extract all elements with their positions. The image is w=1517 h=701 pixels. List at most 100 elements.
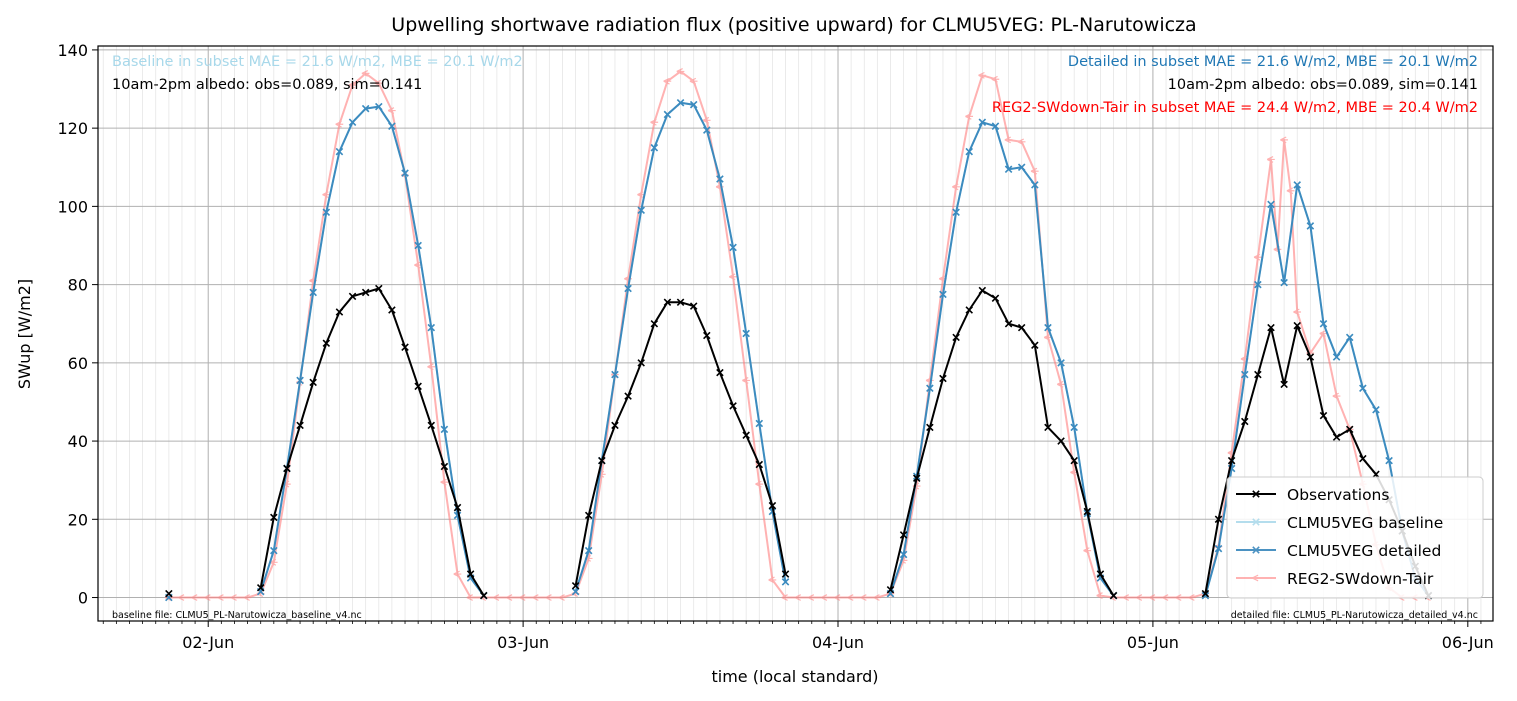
data-point — [663, 298, 672, 306]
data-point — [440, 478, 449, 486]
data-point — [1043, 334, 1052, 341]
data-point — [991, 75, 1000, 83]
data-point — [1306, 222, 1315, 230]
data-point — [558, 594, 567, 601]
y-tick-label: 0 — [78, 589, 88, 608]
data-point — [742, 377, 750, 384]
data-point — [374, 79, 383, 87]
data-point — [1004, 136, 1013, 144]
data-point — [243, 594, 252, 601]
data-point — [703, 126, 711, 134]
data-point — [1385, 456, 1393, 465]
legend-entry — [1236, 490, 1276, 498]
y-tick-label: 60 — [68, 354, 88, 373]
legend-entry — [1236, 546, 1276, 554]
data-point — [335, 308, 344, 316]
data-point — [1306, 353, 1315, 361]
data-point — [729, 402, 737, 410]
legend-label: Observations — [1287, 486, 1389, 504]
data-point — [952, 333, 960, 342]
data-point — [1253, 253, 1262, 261]
data-point — [729, 243, 737, 252]
data-point — [1241, 417, 1249, 426]
data-point — [1214, 515, 1223, 524]
data-point — [1004, 165, 1013, 173]
data-point — [1251, 574, 1260, 582]
data-point — [1252, 546, 1260, 554]
data-point — [1148, 594, 1157, 601]
data-point — [361, 69, 370, 77]
data-point — [716, 175, 724, 183]
data-point — [794, 594, 803, 601]
series-line — [1204, 183, 1430, 597]
data-point — [361, 288, 370, 297]
data-point — [427, 421, 436, 430]
legend-label: CLMU5VEG baseline — [1287, 514, 1443, 532]
data-point — [532, 594, 541, 601]
data-point — [322, 191, 331, 199]
data-point — [873, 594, 882, 601]
data-point — [1252, 518, 1260, 526]
data-point — [1319, 319, 1328, 328]
data-point — [703, 331, 711, 340]
data-point — [335, 120, 344, 128]
data-point — [676, 298, 685, 306]
data-point — [322, 339, 331, 348]
data-point — [1044, 423, 1052, 432]
data-point — [742, 431, 750, 439]
data-point — [807, 594, 816, 601]
data-point — [768, 576, 777, 584]
data-point — [1214, 544, 1223, 553]
data-point — [1175, 594, 1183, 601]
data-point — [387, 107, 396, 114]
data-point — [283, 464, 291, 473]
legend-label: CLMU5VEG detailed — [1287, 542, 1441, 560]
series-line — [259, 105, 485, 597]
y-tick-label: 40 — [68, 432, 88, 451]
data-point — [899, 531, 908, 539]
data-point — [1004, 319, 1013, 328]
data-point — [1070, 423, 1078, 432]
x-tick-label: 03-Jun — [497, 633, 549, 652]
data-point — [1201, 589, 1210, 598]
data-point — [1286, 187, 1295, 195]
data-point — [348, 292, 357, 301]
data-point — [1280, 380, 1288, 389]
data-point — [1122, 594, 1131, 601]
data-point — [689, 100, 698, 109]
data-point — [781, 578, 790, 586]
data-point — [1254, 370, 1262, 379]
data-point — [952, 208, 960, 217]
data-point — [256, 583, 265, 592]
data-point — [177, 594, 186, 601]
data-point — [1031, 181, 1039, 189]
data-point — [886, 585, 895, 594]
data-point — [624, 284, 632, 293]
data-point — [755, 460, 764, 469]
x-axis-label: time (local standard) — [711, 667, 878, 686]
data-point — [1083, 547, 1092, 554]
data-point — [440, 425, 449, 434]
data-point — [742, 329, 750, 338]
series-layer — [164, 68, 1433, 602]
data-point — [1345, 425, 1354, 434]
data-point — [663, 110, 672, 119]
y-tick-label: 100 — [57, 197, 88, 216]
data-point — [768, 501, 777, 510]
data-point — [479, 591, 488, 600]
plot-area — [97, 45, 1494, 622]
data-point — [1332, 433, 1341, 441]
data-point — [519, 594, 527, 601]
data-point — [1109, 591, 1118, 600]
data-point — [716, 368, 724, 377]
data-point — [965, 113, 974, 120]
data-point — [650, 319, 659, 328]
data-point — [1241, 370, 1249, 379]
legend-items: Observations CLMU5VEG baseline CLMU5VEG de… — [1236, 486, 1443, 588]
data-point — [335, 147, 344, 156]
data-point — [1096, 570, 1105, 578]
data-point — [1332, 353, 1341, 361]
plot-frame — [97, 45, 1494, 622]
data-point — [492, 594, 501, 601]
chart-title: Upwelling shortwave radiation flux (posi… — [391, 14, 1196, 36]
